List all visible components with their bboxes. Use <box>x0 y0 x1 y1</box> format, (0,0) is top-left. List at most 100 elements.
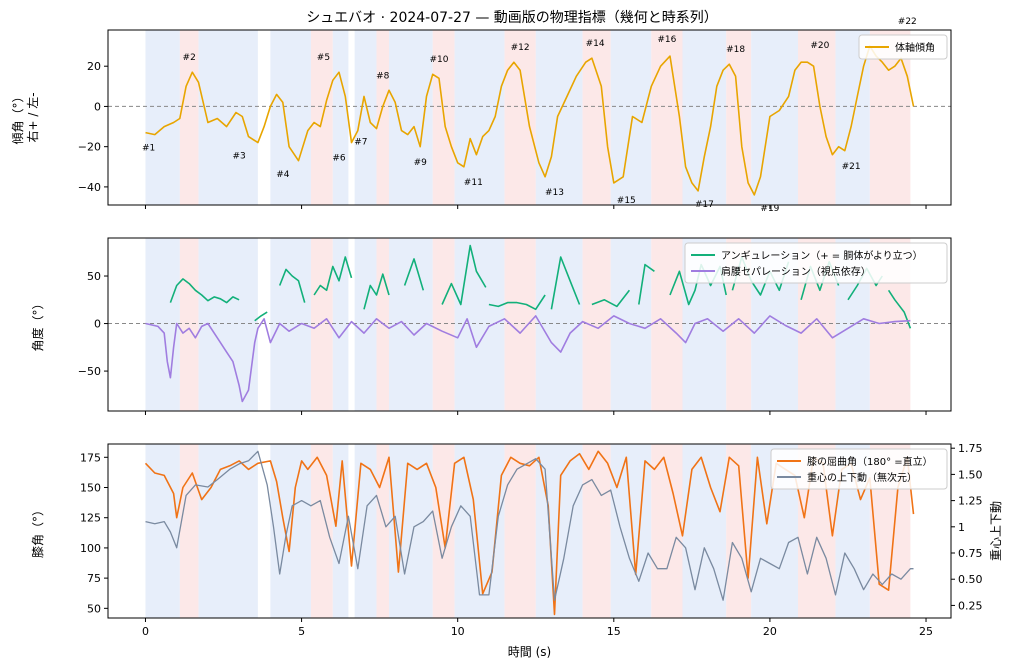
peak-label: #22 <box>898 17 917 27</box>
phase-band-red <box>582 30 611 205</box>
phase-band-blue <box>535 30 583 205</box>
phase-band-red <box>651 444 683 618</box>
y-tick-label: −40 <box>78 181 101 194</box>
phase-band-blue <box>270 30 311 205</box>
legend-label: 体軸傾角 <box>895 41 935 54</box>
plot-frame <box>107 443 952 619</box>
series-line-angulation <box>550 256 581 310</box>
y-tick-label: 150 <box>80 482 101 495</box>
legend: 体軸傾角 <box>858 34 948 60</box>
series-line-angulation <box>254 311 268 322</box>
phase-band-blue <box>354 238 377 411</box>
y2-tick-label: 0.25 <box>958 599 983 612</box>
phase-band-blue <box>535 444 583 618</box>
peak-label: #18 <box>726 45 745 55</box>
phase-band-red <box>432 238 455 411</box>
phase-band-blue <box>332 238 349 411</box>
phase-band-blue <box>354 30 377 205</box>
legend-box <box>684 242 948 284</box>
y-tick-label: 20 <box>87 60 101 73</box>
peak-label: #4 <box>276 170 290 180</box>
y-tick-label: 50 <box>87 602 101 615</box>
series-line-angulation <box>313 256 353 296</box>
phase-band-blue <box>389 444 433 618</box>
legend-label: 肩腰セパレーション（視点依存） <box>721 265 871 278</box>
phase-band-red <box>310 238 333 411</box>
peak-label: #8 <box>376 71 390 81</box>
legend: 膝の屈曲角（180° =直立） 重心の上下動（無次元） <box>770 448 948 490</box>
series-line-com <box>145 450 914 601</box>
phase-band-red <box>310 444 333 618</box>
phase-band-blue <box>454 238 505 411</box>
y-tick-label: 125 <box>80 512 101 525</box>
y-tick-label: 0 <box>94 100 101 113</box>
phase-band-blue <box>682 444 727 618</box>
legend: アンギュレーション（+ = 胴体がより立つ） 肩腰セパレーション（視点依存） <box>684 242 948 284</box>
x-tick-label: 10 <box>451 625 465 638</box>
phase-band-red <box>798 30 836 205</box>
phase-band-red <box>179 444 199 618</box>
series-line-tilt <box>145 45 915 196</box>
phase-band-blue <box>610 30 652 205</box>
legend-box <box>770 448 948 490</box>
y-tick-label: 75 <box>87 572 101 585</box>
phase-band-red <box>504 238 536 411</box>
x-tick-label: 25 <box>919 625 933 638</box>
phase-band-blue <box>145 444 180 618</box>
legend-box <box>858 34 948 60</box>
series-line-angulation <box>441 244 487 306</box>
series-line-angulation <box>403 258 425 291</box>
y-tick-label: −50 <box>78 365 101 378</box>
peak-label: #14 <box>586 39 605 49</box>
x-tick-label: 5 <box>298 625 305 638</box>
plot-frame <box>107 237 952 412</box>
y2-axis-label: 重心上下動 <box>989 501 1003 561</box>
y-tick-label: −20 <box>78 141 101 154</box>
y-tick-label: 50 <box>87 270 101 283</box>
legend-label: アンギュレーション（+ = 胴体がより立つ） <box>721 249 923 262</box>
legend-label: 重心の上下動（無次元） <box>807 471 917 484</box>
peak-label: #5 <box>317 53 330 63</box>
peak-label: #19 <box>760 204 779 214</box>
x-tick-label: 20 <box>763 625 777 638</box>
phase-band-red <box>582 238 611 411</box>
x-axis-label: 時間 (s) <box>508 645 551 659</box>
series-line-angulation <box>278 268 306 303</box>
peak-label: #13 <box>545 188 564 198</box>
phase-band-blue <box>682 30 727 205</box>
peak-label: #9 <box>414 158 428 168</box>
phase-band-blue <box>332 30 349 205</box>
phase-band-blue <box>145 30 180 205</box>
legend-label: 膝の屈曲角（180° =直立） <box>807 455 933 468</box>
phase-band-blue <box>751 30 799 205</box>
panel-3: 50751001251501750.250.500.7511.251.501.7… <box>31 442 1003 659</box>
peak-label: #21 <box>842 162 861 172</box>
y2-tick-label: 1.75 <box>958 442 983 455</box>
peak-label: #16 <box>657 35 676 45</box>
y2-tick-label: 0.75 <box>958 547 983 560</box>
phase-band-blue <box>389 30 433 205</box>
plot-frame <box>107 29 952 206</box>
y-axis-label: 膝角（°） <box>31 504 45 558</box>
y-tick-label: 175 <box>80 451 101 464</box>
peak-label: #12 <box>511 43 530 53</box>
phase-band-red <box>376 444 389 618</box>
series-line-angulation <box>363 273 390 310</box>
phase-band-red <box>582 444 611 618</box>
peak-label: #10 <box>429 55 448 65</box>
y2-tick-label: 1.50 <box>958 468 983 481</box>
peak-label: #7 <box>354 138 367 148</box>
y-axis-label: 角度（°） <box>30 297 45 351</box>
series-line-angulation <box>488 294 546 311</box>
phase-band-blue <box>610 444 652 618</box>
peak-label: #3 <box>232 152 245 162</box>
y-tick-label: 100 <box>80 542 101 555</box>
panel-1: #1 #2 #3 #4 #5 #6 #7 #8 #9 #10 #11 #12 #13 #14 #15 #16 #… <box>11 17 952 214</box>
peak-label: #2 <box>183 53 196 63</box>
y-tick-label: 0 <box>94 318 101 331</box>
y-axis-label: 右+ / 左- <box>25 92 40 142</box>
peak-label: #1 <box>142 144 155 154</box>
phase-band-red <box>376 30 389 205</box>
phase-band-red <box>432 444 455 618</box>
phase-band-blue <box>354 444 377 618</box>
